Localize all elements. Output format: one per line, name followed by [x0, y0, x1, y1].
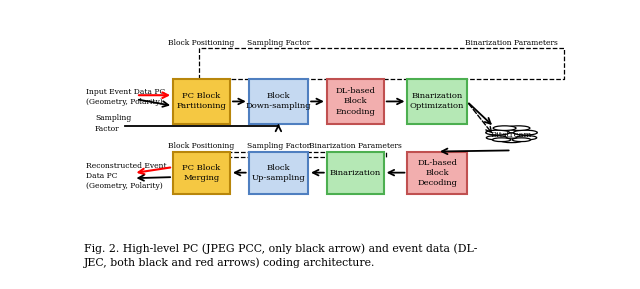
Text: Binarization: Binarization: [330, 169, 381, 177]
FancyBboxPatch shape: [407, 151, 467, 194]
Text: Block
Down-sampling: Block Down-sampling: [246, 92, 311, 110]
Text: Sampling Factor: Sampling Factor: [247, 39, 310, 47]
Text: Reconstructed Event
Data PC
(Geometry, Polarity): Reconstructed Event Data PC (Geometry, P…: [86, 162, 166, 190]
Text: PC Block
Partitioning: PC Block Partitioning: [177, 92, 227, 110]
Ellipse shape: [495, 133, 527, 139]
Ellipse shape: [493, 126, 516, 130]
Ellipse shape: [486, 136, 507, 140]
Ellipse shape: [513, 130, 538, 135]
FancyBboxPatch shape: [327, 79, 384, 124]
FancyBboxPatch shape: [249, 151, 308, 194]
FancyBboxPatch shape: [407, 79, 467, 124]
Ellipse shape: [507, 126, 530, 130]
Text: Sampling
Factor: Sampling Factor: [95, 114, 131, 133]
Text: Binarization
Optimization: Binarization Optimization: [410, 92, 464, 110]
Ellipse shape: [500, 138, 523, 143]
Text: DL-based
Block
Encoding: DL-based Block Encoding: [335, 87, 375, 116]
Text: Block Positioning: Block Positioning: [168, 39, 235, 47]
Text: DL-based
Block
Decoding: DL-based Block Decoding: [417, 159, 457, 187]
FancyBboxPatch shape: [173, 79, 230, 124]
Ellipse shape: [486, 130, 509, 135]
Text: Fig. 2. High-level PC (JPEG PCC, only black arrow) and event data (DL-
JEC, both: Fig. 2. High-level PC (JPEG PCC, only bl…: [84, 244, 477, 268]
FancyBboxPatch shape: [173, 151, 230, 194]
Text: PC Block
Merging: PC Block Merging: [182, 164, 221, 182]
Text: Sampling Factor: Sampling Factor: [247, 142, 310, 150]
Text: Binarization Parameters: Binarization Parameters: [309, 142, 402, 150]
FancyBboxPatch shape: [249, 79, 308, 124]
Text: Block Positioning: Block Positioning: [168, 142, 235, 150]
Text: Binarization Parameters: Binarization Parameters: [465, 39, 558, 47]
Text: Block
Up-sampling: Block Up-sampling: [252, 164, 305, 182]
Ellipse shape: [516, 136, 537, 140]
Ellipse shape: [512, 138, 531, 142]
Text: Input Event Data PC
(Geometry, Polarity): Input Event Data PC (Geometry, Polarity): [86, 88, 165, 106]
Text: Bitstream: Bitstream: [491, 131, 532, 139]
FancyBboxPatch shape: [327, 151, 384, 194]
Ellipse shape: [492, 138, 511, 142]
